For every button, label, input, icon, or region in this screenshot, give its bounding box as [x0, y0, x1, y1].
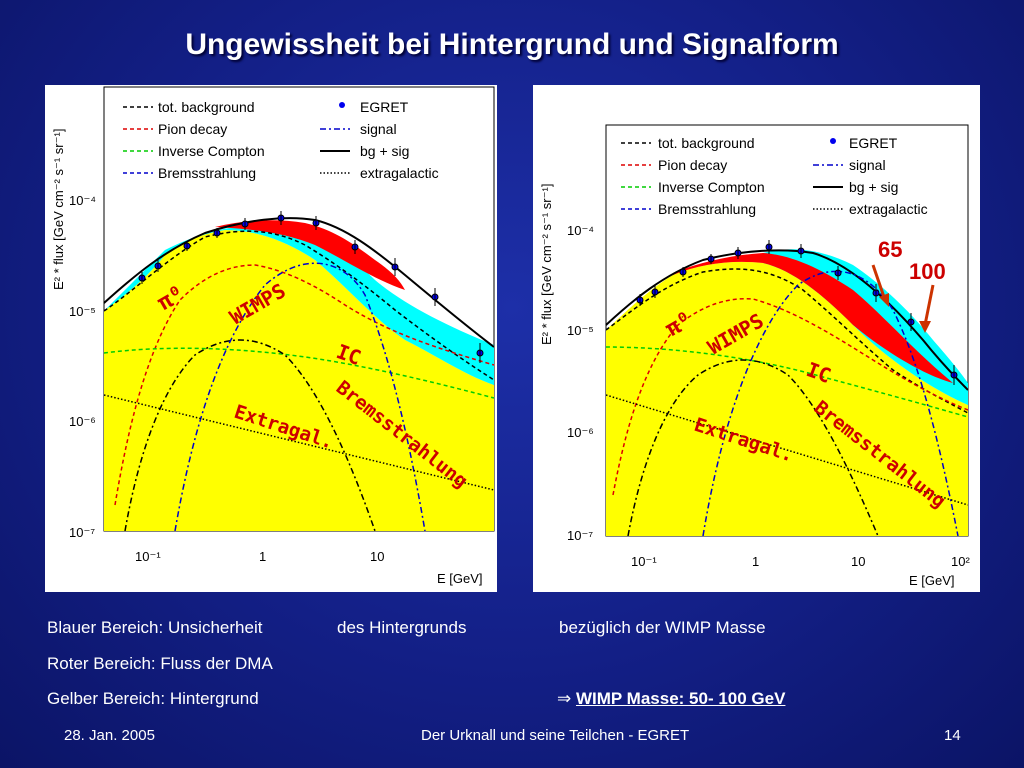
right-pion-curve	[612, 297, 969, 496]
right-legend: tot. background Pion decay Inverse Compt…	[621, 135, 928, 217]
caption-yellow-area: Gelber Bereich: Hintergrund	[47, 689, 259, 708]
left-plot-panel: tot. background Pion decay Inverse Compt…	[45, 85, 497, 592]
svg-text:1: 1	[259, 549, 266, 564]
conclusion-line: ⇒ WIMP Masse: 50- 100 GeV	[557, 689, 785, 709]
right-legend-signal: signal	[849, 157, 886, 173]
right-egret-points	[636, 240, 958, 385]
caption-background: des Hintergrunds	[337, 618, 467, 637]
svg-text:10⁻⁴: 10⁻⁴	[69, 193, 96, 208]
left-red-region	[215, 220, 405, 290]
left-legend-signal: signal	[360, 121, 397, 137]
left-legend-ic: Inverse Compton	[158, 143, 265, 159]
left-yellow-region	[104, 230, 494, 531]
svg-text:10⁻⁷: 10⁻⁷	[567, 528, 593, 543]
right-bg-sig-curve	[605, 249, 969, 391]
right-yellow-region	[606, 261, 968, 536]
svg-text:10⁻¹: 10⁻¹	[135, 549, 161, 564]
right-plot-panel: tot. background Pion decay Inverse Compt…	[533, 85, 980, 592]
right-legend-tot-bg: tot. background	[658, 135, 755, 151]
right-legend-egret: EGRET	[849, 135, 898, 151]
conclusion-text: WIMP Masse: 50- 100 GeV	[575, 689, 786, 708]
caption-red-area: Roter Bereich: Fluss der DMA	[47, 654, 273, 673]
right-mass-label-65: 65	[878, 237, 902, 262]
left-pion-curve	[114, 264, 495, 506]
right-arrow-65	[871, 264, 887, 301]
left-egret-points	[138, 211, 484, 363]
slide-title: Ungewissheit bei Hintergrund und Signalf…	[185, 28, 839, 61]
svg-text:10: 10	[370, 549, 384, 564]
right-legend-pion: Pion decay	[658, 157, 727, 173]
right-y-label: E² * flux [GeV cm⁻² s⁻¹ sr⁻¹]	[539, 184, 554, 345]
svg-text:10⁻⁷: 10⁻⁷	[69, 525, 95, 540]
left-legend-extragal: extragalactic	[360, 165, 439, 181]
left-legend-tot-bg: tot. background	[158, 99, 255, 115]
right-legend-bgsig: bg + sig	[849, 179, 898, 195]
left-x-ticks: 10⁻¹ 1 10	[135, 549, 384, 564]
left-legend-egret: EGRET	[360, 99, 409, 115]
right-legend-extragal: extragalactic	[849, 201, 928, 217]
right-plot: tot. background Pion decay Inverse Compt…	[539, 124, 970, 588]
right-arrow-100-head	[919, 321, 931, 333]
left-legend-bgsig: bg + sig	[360, 143, 409, 159]
implies-arrow-icon: ⇒	[557, 689, 572, 708]
right-signal-curve	[702, 270, 959, 537]
svg-text:10: 10	[851, 554, 865, 569]
left-signal-curve	[174, 262, 426, 532]
right-legend-brems: Bremsstrahlung	[658, 201, 756, 217]
right-mass-label-100: 100	[909, 259, 946, 284]
svg-text:10⁻⁵: 10⁻⁵	[69, 304, 96, 319]
right-y-ticks: 10⁻⁴ 10⁻⁵ 10⁻⁶ 10⁻⁷	[567, 223, 594, 543]
right-brems-curve	[627, 359, 879, 537]
footer-title: Der Urknall und seine Teilchen - EGRET	[421, 727, 690, 744]
left-legend-brems: Bremsstrahlung	[158, 165, 256, 181]
footer-page-number: 14	[944, 727, 961, 744]
svg-text:10⁻¹: 10⁻¹	[631, 554, 657, 569]
svg-text:10⁻⁴: 10⁻⁴	[567, 223, 594, 238]
left-plot: tot. background Pion decay Inverse Compt…	[51, 86, 495, 586]
right-arrow-65-head	[879, 293, 889, 307]
svg-text:1: 1	[752, 554, 759, 569]
left-y-ticks: 10⁻⁴ 10⁻⁵ 10⁻⁶ 10⁻⁷	[69, 193, 96, 540]
left-extragal-curve	[103, 394, 495, 491]
svg-text:10²: 10²	[951, 554, 970, 569]
right-legend-ic: Inverse Compton	[658, 179, 765, 195]
left-legend: tot. background Pion decay Inverse Compt…	[123, 99, 439, 181]
caption-wimp-mass: bezüglich der WIMP Masse	[559, 618, 766, 637]
left-y-label: E² * flux [GeV cm⁻² s⁻¹ sr⁻¹]	[51, 129, 66, 290]
svg-text:10⁻⁵: 10⁻⁵	[567, 323, 594, 338]
left-tot-bg-curve	[103, 230, 495, 381]
right-ic-curve	[605, 346, 969, 418]
svg-text:10⁻⁶: 10⁻⁶	[567, 425, 594, 440]
left-brems-curve	[124, 339, 376, 532]
right-extragal-curve	[605, 394, 969, 506]
left-x-label: E [GeV]	[437, 571, 483, 586]
right-x-label: E [GeV]	[909, 573, 955, 588]
svg-text:10⁻⁶: 10⁻⁶	[69, 414, 96, 429]
right-red-region	[673, 253, 953, 383]
right-x-ticks: 10⁻¹ 1 10 10²	[631, 554, 970, 569]
left-legend-pion: Pion decay	[158, 121, 227, 137]
caption-blue-area: Blauer Bereich: Unsicherheit	[47, 618, 263, 637]
left-ic-curve	[103, 347, 495, 399]
right-arrow-100	[923, 284, 935, 326]
footer-date: 28. Jan. 2005	[64, 727, 155, 744]
